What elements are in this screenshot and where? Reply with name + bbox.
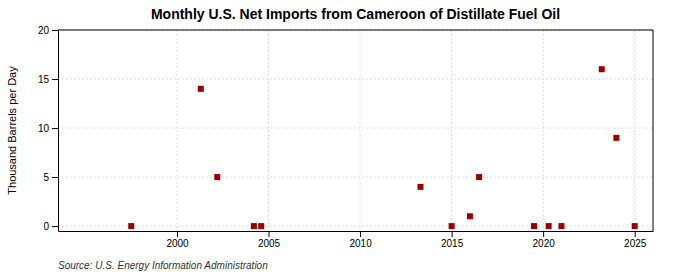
grid-line-y — [58, 177, 653, 178]
title: Monthly U.S. Net Imports from Cameroon o… — [151, 6, 560, 22]
y-axis-line — [58, 31, 59, 232]
y-tick: 5 — [43, 172, 58, 183]
point — [632, 223, 638, 229]
y-tick-label: 10 — [38, 123, 50, 134]
frame-right — [653, 30, 654, 231]
y-tick: 10 — [38, 123, 58, 134]
point — [417, 184, 423, 190]
y-axis: 0 5 10 15 20 — [38, 25, 59, 232]
y-tick-label: 15 — [38, 74, 50, 85]
point — [613, 135, 619, 141]
x-tick: 2025 — [624, 231, 647, 249]
point — [599, 66, 605, 72]
grid-line-x — [268, 30, 269, 231]
x-axis: 2000 2005 2010 2015 2020 2025 — [59, 231, 654, 249]
point — [251, 223, 257, 229]
x-tick-label: 2010 — [349, 238, 372, 249]
x-tick-mark — [177, 231, 178, 237]
x-tick: 2015 — [441, 231, 464, 249]
chart: 2000 2005 2010 2015 2020 2025 0 5 10 15 20 Monthly … — [0, 0, 675, 275]
y-tick-mark — [52, 30, 58, 31]
x-tick-label: 2025 — [624, 238, 647, 249]
grid-line-x — [634, 30, 635, 231]
x-tick: 2005 — [258, 231, 281, 249]
x-tick-label: 2020 — [533, 238, 556, 249]
y-tick-mark — [52, 177, 58, 178]
x-tick-mark — [543, 231, 544, 237]
grid-line-x — [543, 30, 544, 231]
y-tick: 20 — [38, 25, 58, 36]
x-tick-label: 2000 — [166, 238, 189, 249]
grid-line-y — [58, 79, 653, 80]
x-tick-mark — [360, 231, 361, 237]
point — [531, 223, 537, 229]
y-tick-label: 20 — [38, 25, 50, 36]
grid-line-x — [177, 30, 178, 231]
frame-top — [58, 30, 653, 31]
x-axis-line — [59, 231, 654, 232]
point — [449, 223, 455, 229]
x-tick: 2010 — [349, 231, 372, 249]
grid — [58, 30, 653, 231]
point — [258, 223, 264, 229]
grid-line-x — [451, 30, 452, 231]
y-tick-mark — [52, 79, 58, 80]
point — [128, 223, 134, 229]
x-tick-mark — [635, 231, 636, 237]
plot-area: 2000 2005 2010 2015 2020 2025 0 5 10 15 20 — [38, 25, 654, 249]
y-tick-label: 5 — [43, 172, 49, 183]
x-tick: 2000 — [166, 231, 189, 249]
x-tick-label: 2005 — [258, 238, 281, 249]
y-axis-label: Thousand Barrels per Day — [6, 66, 18, 195]
x-tick-mark — [452, 231, 453, 237]
point — [558, 223, 564, 229]
y-tick-mark — [52, 128, 58, 129]
points — [128, 66, 637, 229]
x-tick-label: 2015 — [441, 238, 464, 249]
grid-line-y — [58, 30, 653, 31]
grid-line-y — [58, 128, 653, 129]
x-tick: 2020 — [533, 231, 556, 249]
x-tick-mark — [269, 231, 270, 237]
y-tick: 15 — [38, 74, 58, 85]
y-tick-mark — [52, 226, 58, 227]
point — [198, 86, 204, 92]
point — [467, 213, 473, 219]
annotation: Source: U.S. Energy Information Administ… — [58, 260, 268, 271]
y-tick: 0 — [43, 221, 58, 232]
y-tick-label: 0 — [43, 221, 49, 232]
point — [476, 174, 482, 180]
grid-line-x — [360, 30, 361, 231]
point — [214, 174, 220, 180]
point — [546, 223, 552, 229]
